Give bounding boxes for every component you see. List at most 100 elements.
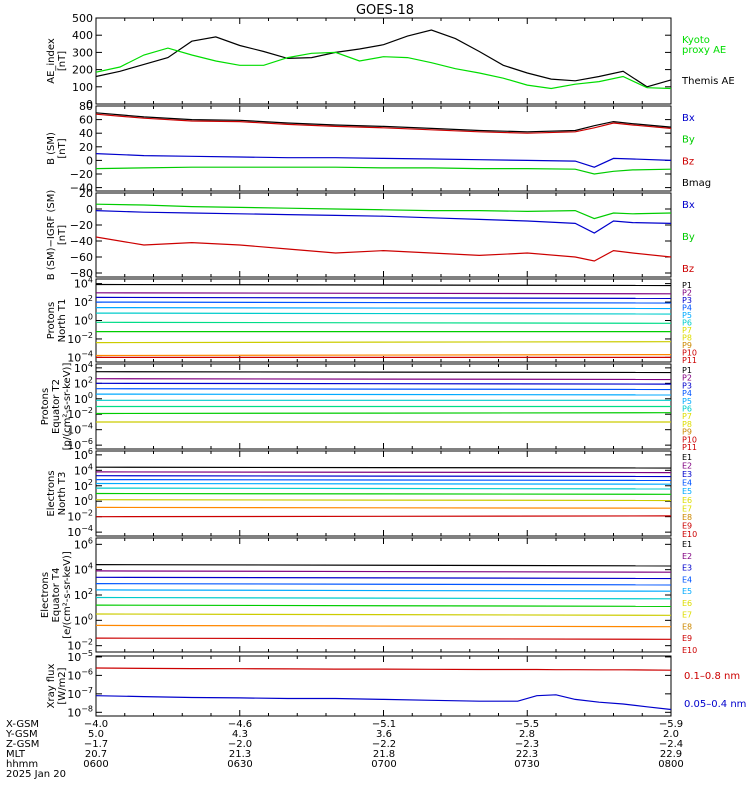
y-tick-label: 40 bbox=[79, 127, 93, 140]
legend-entry: By bbox=[682, 232, 695, 243]
legend-entry: P11 bbox=[682, 356, 697, 365]
series-line-p2 bbox=[95, 292, 672, 295]
footer-value: −2.2 bbox=[372, 739, 396, 750]
y-tick-label: −40 bbox=[70, 235, 93, 248]
legend-entry: P7 bbox=[682, 326, 692, 335]
series-line-bz bbox=[95, 113, 672, 134]
legend-entry: Themis AE bbox=[681, 76, 735, 87]
y-tick-label: 0 bbox=[86, 98, 93, 111]
y-tick-label: 400 bbox=[72, 29, 93, 42]
panel-frame bbox=[95, 17, 672, 105]
y-tick-label: 106 bbox=[74, 447, 93, 462]
series-line-e8 bbox=[95, 613, 672, 616]
footer-value: 4.3 bbox=[232, 729, 248, 740]
legend-entry: P3 bbox=[682, 296, 692, 305]
footer-row-label: 2025 Jan 20 bbox=[6, 769, 66, 780]
legend-entry: E8 bbox=[682, 513, 692, 522]
series-line-p3 bbox=[95, 382, 672, 385]
legend-entry: P5 bbox=[682, 311, 692, 320]
series-line-e5 bbox=[95, 482, 672, 485]
series-line-e4 bbox=[95, 479, 672, 481]
y-tick-label: −80 bbox=[70, 267, 93, 280]
legend-entry: Bz bbox=[682, 156, 694, 167]
y-tick-label: 102 bbox=[74, 375, 93, 390]
legend-entry: By bbox=[682, 135, 695, 146]
legend-entry: E9 bbox=[682, 634, 692, 643]
footer-value: −2.4 bbox=[659, 739, 683, 750]
y-tick-label: 104 bbox=[74, 462, 93, 477]
footer-row-label: MLT bbox=[6, 749, 26, 760]
footer-value: −2.3 bbox=[515, 739, 539, 750]
legend-entry: P3 bbox=[682, 381, 692, 390]
y-axis-label: [nT] bbox=[57, 225, 68, 245]
legend-entry: P6 bbox=[682, 405, 692, 414]
series-line-bmag bbox=[95, 112, 672, 133]
legend-entry: Bx bbox=[682, 113, 695, 124]
legend-entry: E2 bbox=[682, 462, 692, 471]
footer-value: 0800 bbox=[658, 759, 683, 770]
series-line-e1 bbox=[95, 563, 672, 567]
series-line-p5 bbox=[95, 307, 672, 310]
y-tick-label: 106 bbox=[74, 536, 93, 551]
legend-entry: E8 bbox=[682, 622, 692, 631]
y-tick-label: 104 bbox=[74, 276, 93, 291]
y-tick-label: 104 bbox=[74, 360, 93, 375]
chart-title: GOES-18 bbox=[356, 3, 414, 18]
series-line-e2 bbox=[95, 570, 672, 573]
series-line-e9 bbox=[95, 506, 672, 509]
legend-entry: E3 bbox=[682, 470, 692, 479]
legend-entry: P10 bbox=[682, 435, 697, 444]
y-tick-label: 100 bbox=[72, 81, 93, 94]
footer-value: 2.8 bbox=[519, 729, 535, 740]
series-line-p4 bbox=[95, 301, 672, 304]
footer-value: 0730 bbox=[514, 759, 539, 770]
legend-entry: P6 bbox=[682, 319, 692, 328]
series-line-bx bbox=[95, 210, 672, 234]
series-line-e3 bbox=[95, 576, 672, 580]
footer-value: 22.3 bbox=[516, 749, 538, 760]
legend-entry: P2 bbox=[682, 289, 692, 298]
footer-row-label: Z-GSM bbox=[6, 739, 39, 750]
series-line-e7 bbox=[95, 604, 672, 608]
series-line-p5 bbox=[95, 393, 672, 396]
series-line-0-05-0-4-nm bbox=[95, 694, 672, 711]
footer-value: 21.3 bbox=[229, 749, 251, 760]
y-tick-label: 100 bbox=[74, 313, 93, 328]
series-line-bx bbox=[95, 153, 672, 168]
legend-entry: E5 bbox=[682, 587, 692, 596]
y-axis-label: Equator T2 bbox=[51, 379, 62, 434]
y-axis-label: [nT] bbox=[57, 51, 68, 71]
panel-3: 20 0 −20 −40 −60 −80 B (SM)−IGRF (SM) [nT] Bx By B… bbox=[46, 187, 695, 280]
footer-value: 2.0 bbox=[663, 729, 679, 740]
footer-row-label: hhmm bbox=[6, 759, 38, 770]
series-line-p8 bbox=[95, 412, 672, 415]
legend-entry: P1 bbox=[682, 281, 692, 290]
legend-entry: proxy AE bbox=[682, 45, 726, 56]
footer-value: 5.0 bbox=[88, 729, 104, 740]
y-tick-label: 0 bbox=[86, 154, 93, 167]
y-tick-label: 60 bbox=[79, 114, 93, 127]
legend-entry: Bx bbox=[682, 200, 695, 211]
y-axis-label: Protons bbox=[46, 302, 57, 339]
series-line-e6 bbox=[95, 487, 672, 490]
y-tick-label: 100 bbox=[74, 612, 93, 627]
series-line-kyoto-proxy-ae bbox=[95, 47, 672, 90]
footer-value: −4.6 bbox=[228, 719, 252, 730]
series-line-p1 bbox=[95, 371, 672, 374]
series-line-p1 bbox=[95, 283, 672, 287]
footer-value: 3.6 bbox=[376, 729, 392, 740]
legend-entry: E10 bbox=[682, 530, 697, 539]
series-line-e5 bbox=[95, 589, 672, 592]
series-line-p6 bbox=[95, 312, 672, 315]
footer-value: 20.7 bbox=[85, 749, 107, 760]
legend-entry: P11 bbox=[682, 443, 697, 452]
legend-entry: E4 bbox=[682, 575, 692, 584]
series-line-e4 bbox=[95, 582, 672, 586]
legend-entry: P7 bbox=[682, 412, 692, 421]
